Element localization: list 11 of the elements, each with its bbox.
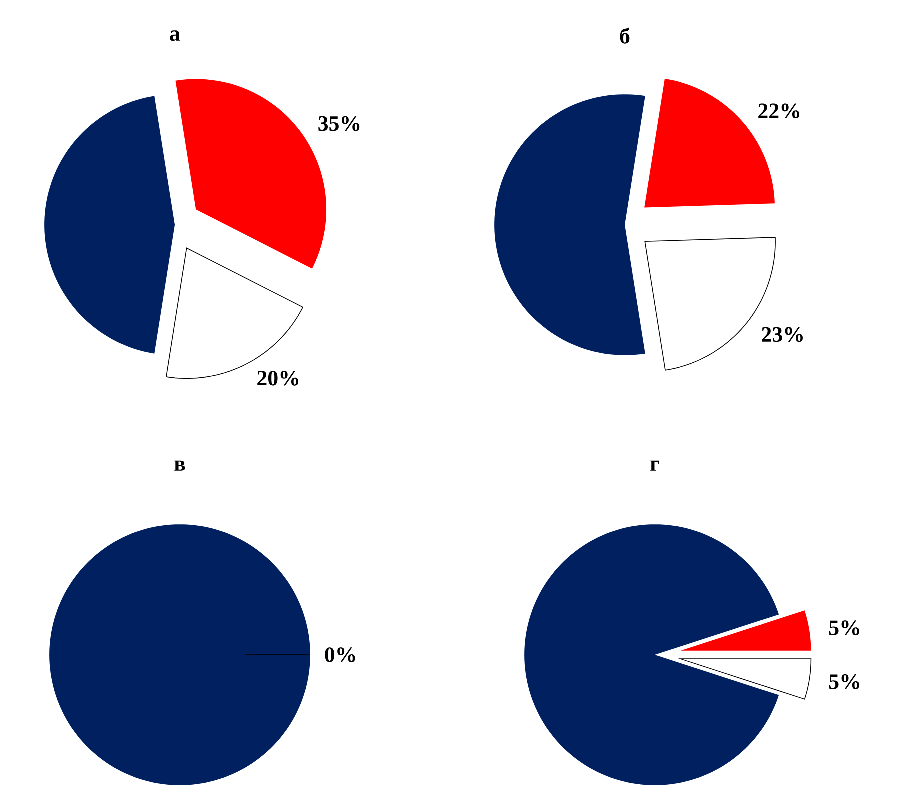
chart-title: г <box>650 460 660 471</box>
data-label: 5% <box>829 674 860 690</box>
chart-title: б <box>620 28 630 44</box>
data-label: 22% <box>758 104 800 119</box>
data-label: 20% <box>258 370 298 386</box>
data-label: 35% <box>318 116 360 132</box>
data-label: 5% <box>829 620 860 636</box>
text: 0% <box>325 648 356 662</box>
data-label: 23% <box>762 327 803 342</box>
chart-title: в <box>174 460 186 471</box>
chart-title: а <box>170 30 180 42</box>
